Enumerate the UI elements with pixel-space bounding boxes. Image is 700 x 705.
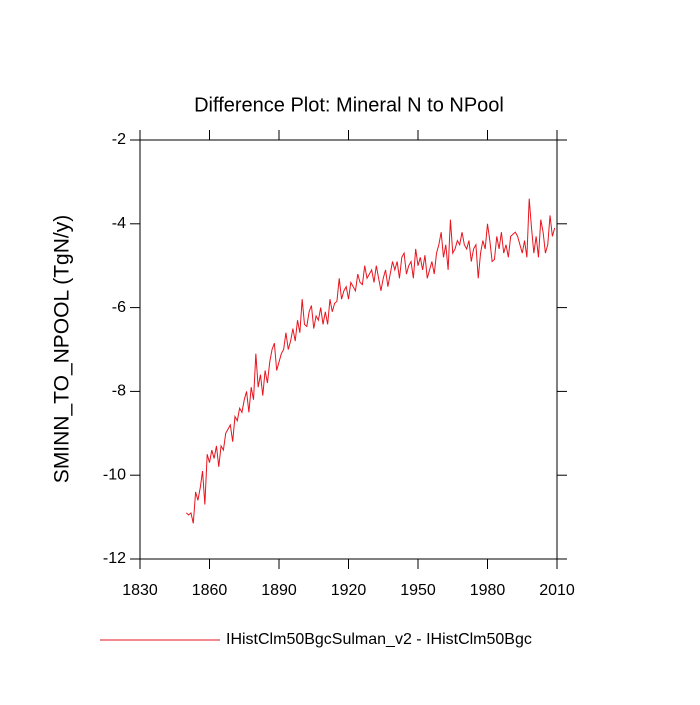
y-tick-label: -10: [103, 466, 126, 483]
x-tick-label: 1860: [192, 582, 228, 599]
x-tick-label: 1920: [331, 582, 367, 599]
legend-label: IHistClm50BgcSulman_v2 - IHistClm50Bgc: [226, 631, 532, 648]
y-tick-label: -8: [112, 383, 126, 400]
y-tick-label: -6: [112, 299, 126, 316]
x-tick-label: 1890: [261, 582, 297, 599]
x-tick-label: 1950: [400, 582, 436, 599]
y-axis-label: SMINN_TO_NPOOL (TgN/y): [51, 215, 74, 483]
y-tick-label: -12: [103, 550, 126, 567]
data-line: [185, 198, 556, 524]
y-tick-label: -2: [112, 131, 126, 148]
x-tick-label: 1830: [122, 582, 158, 599]
plot-frame: [139, 139, 558, 560]
x-tick-label: 2010: [539, 582, 575, 599]
x-tick-label: 1980: [470, 582, 506, 599]
chart-title: Difference Plot: Mineral N to NPool: [194, 94, 504, 116]
y-tick-label: -4: [112, 215, 126, 232]
